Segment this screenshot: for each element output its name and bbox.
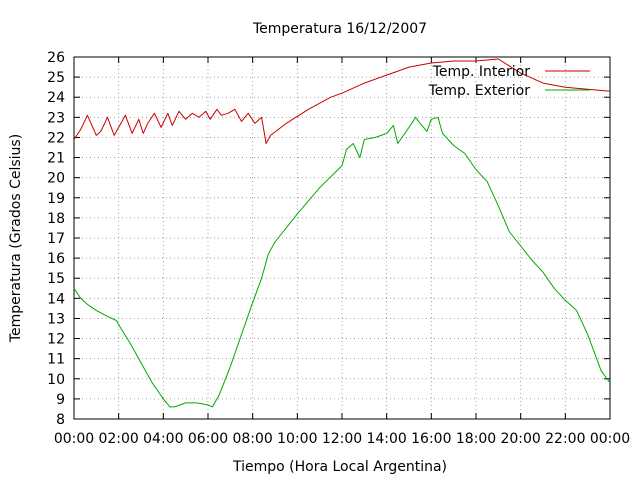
y-tick-label: 25 xyxy=(47,70,65,86)
y-tick-label: 22 xyxy=(47,130,65,146)
y-tick-label: 11 xyxy=(47,352,65,368)
grid xyxy=(74,57,610,419)
y-tick-label: 19 xyxy=(47,191,65,207)
y-tick-label: 20 xyxy=(47,171,65,187)
y-tick-label: 8 xyxy=(56,412,65,428)
y-tick-label: 16 xyxy=(47,251,65,267)
x-tick-label: 02:00 xyxy=(98,431,138,447)
series-line-exterior xyxy=(73,116,611,408)
x-tick-label: 08:00 xyxy=(232,431,272,447)
x-tick-label: 20:00 xyxy=(500,431,540,447)
axis-ticks: 00:00 02:00 04:00 06:00 08:00 10:00 12:00 14:00… xyxy=(47,50,630,447)
y-tick-label: 18 xyxy=(47,211,65,227)
x-tick-label: 00:00 xyxy=(590,431,630,447)
legend-label: Temp. Exterior xyxy=(428,83,531,99)
x-tick-label: 00:00 xyxy=(54,431,94,447)
y-tick-label: 15 xyxy=(47,271,65,287)
data-series xyxy=(73,58,611,408)
series-line-interior xyxy=(73,58,611,144)
chart-title: Temperatura 16/12/2007 xyxy=(252,21,427,37)
y-tick-label: 14 xyxy=(47,291,65,307)
y-tick-label: 24 xyxy=(47,90,65,106)
y-tick-label: 17 xyxy=(47,231,65,247)
x-tick-label: 16:00 xyxy=(411,431,451,447)
x-tick-label: 10:00 xyxy=(277,431,317,447)
x-tick-label: 14:00 xyxy=(366,431,406,447)
x-tick-label: 06:00 xyxy=(188,431,228,447)
x-tick-label: 04:00 xyxy=(143,431,183,447)
x-tick-label: 12:00 xyxy=(322,431,362,447)
legend-label: Temp. Interior xyxy=(432,64,531,80)
legend: Temp. Interior Temp. Exterior xyxy=(428,64,590,99)
y-tick-label: 23 xyxy=(47,110,65,126)
y-tick-label: 13 xyxy=(47,311,65,327)
y-tick-label: 26 xyxy=(47,50,65,66)
x-axis-label: Tiempo (Hora Local Argentina) xyxy=(232,459,447,475)
y-axis-label: Temperatura (Grados Celsius) xyxy=(8,134,24,343)
x-tick-label: 18:00 xyxy=(456,431,496,447)
y-tick-label: 9 xyxy=(56,392,65,408)
y-tick-label: 12 xyxy=(47,332,65,348)
x-tick-label: 22:00 xyxy=(545,431,585,447)
y-tick-label: 21 xyxy=(47,151,65,167)
y-tick-label: 10 xyxy=(47,372,65,388)
